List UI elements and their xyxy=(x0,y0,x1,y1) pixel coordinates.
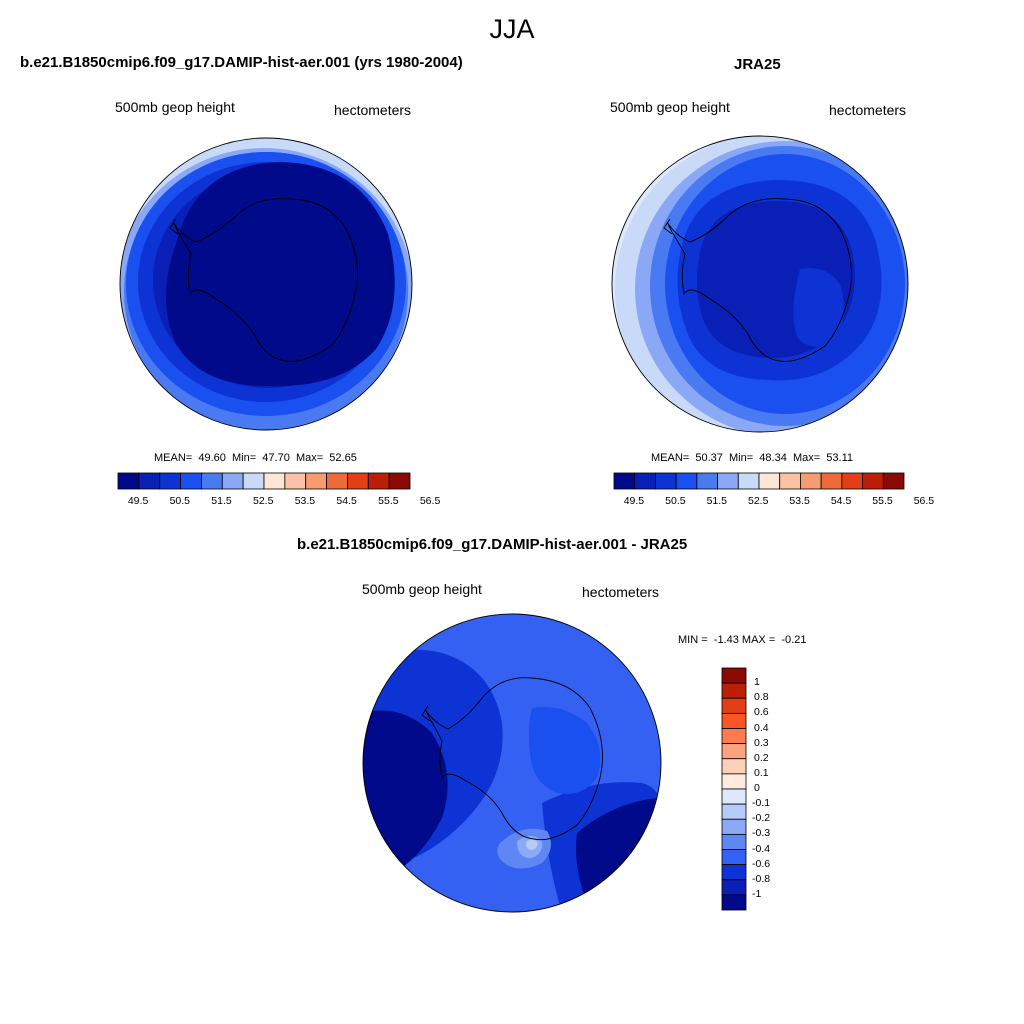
colorbar-tick-label: 52.5 xyxy=(748,495,769,507)
colorbar-swatch xyxy=(841,472,863,490)
colorbar-swatch xyxy=(201,472,223,490)
colorbar-swatch xyxy=(721,712,747,729)
colorbar-swatch xyxy=(721,879,747,896)
model-colorbar xyxy=(117,472,411,490)
colorbar-swatch xyxy=(882,472,905,490)
colorbar-swatch xyxy=(721,894,747,911)
obs-polar-map xyxy=(611,135,909,433)
colorbar-tick-label: 54.5 xyxy=(336,495,357,507)
colorbar-swatch xyxy=(862,472,884,490)
colorbar-swatch xyxy=(779,472,801,490)
colorbar-tick-label: 53.5 xyxy=(789,495,810,507)
colorbar-tick-label: -0.3 xyxy=(752,827,771,840)
colorbar-swatch xyxy=(696,472,718,490)
colorbar-tick-label: 0.4 xyxy=(754,721,769,734)
colorbar-swatch xyxy=(721,849,747,866)
colorbar-tick-label: 53.5 xyxy=(294,495,316,507)
model-units-label: hectometers xyxy=(334,102,412,118)
colorbar-swatch xyxy=(326,472,348,490)
colorbar-swatch xyxy=(634,472,656,490)
colorbar-tick-label: 0.8 xyxy=(754,691,769,704)
colorbar-tick-label: 54.5 xyxy=(830,495,852,507)
colorbar-swatch xyxy=(721,788,747,805)
colorbar-swatch xyxy=(675,472,698,490)
diff-units-label: hectometers xyxy=(582,584,660,600)
colorbar-swatch xyxy=(305,472,327,490)
colorbar-tick-label: 55.5 xyxy=(872,495,893,507)
colorbar-tick-label: 49.5 xyxy=(127,495,149,507)
colorbar-swatch xyxy=(721,818,747,835)
obs-panel-title: JRA25 xyxy=(734,56,781,73)
model-variable-label: 500mb geop height xyxy=(115,99,235,115)
model-stats: MEAN= 49.60 Min= 47.70 Max= 52.65 xyxy=(154,452,357,464)
colorbar-swatch xyxy=(721,682,747,699)
colorbar-tick-label: -0.8 xyxy=(752,872,771,885)
colorbar-tick-label: 0 xyxy=(754,782,760,794)
colorbar-tick-label: -0.6 xyxy=(752,857,771,870)
colorbar-tick-label: 0.6 xyxy=(754,706,769,719)
diff-stats: MIN = -1.43 MAX = -0.21 xyxy=(678,634,807,646)
colorbar-tick-label: 51.5 xyxy=(211,495,232,507)
colorbar-tick-label: 55.5 xyxy=(378,495,399,507)
colorbar-tick-label: 0.1 xyxy=(754,766,769,779)
colorbar-tick-label: 52.5 xyxy=(253,495,274,507)
obs-units-label: hectometers xyxy=(829,102,907,118)
colorbar-swatch xyxy=(820,472,843,490)
colorbar-swatch xyxy=(721,833,747,850)
colorbar-swatch xyxy=(138,472,161,490)
colorbar-tick-label: 56.5 xyxy=(913,495,935,507)
colorbar-swatch xyxy=(721,697,747,714)
colorbar-tick-label: 49.5 xyxy=(623,495,645,507)
colorbar-tick-label: 50.5 xyxy=(169,495,190,507)
colorbar-swatch xyxy=(347,472,369,490)
obs-variable-label: 500mb geop height xyxy=(610,99,730,115)
obs-stats: MEAN= 50.37 Min= 48.34 Max= 53.11 xyxy=(651,452,853,464)
colorbar-swatch xyxy=(721,728,747,745)
colorbar-swatch xyxy=(721,758,747,775)
colorbar-tick-label: -0.4 xyxy=(752,842,771,855)
colorbar-tick-label: -0.2 xyxy=(752,812,771,825)
diff-panel-title: b.e21.B1850cmip6.f09_g17.DAMIP-hist-aer.… xyxy=(297,536,688,553)
model-polar-map xyxy=(119,137,413,431)
colorbar-swatch xyxy=(721,864,747,881)
colorbar-swatch xyxy=(388,472,411,490)
colorbar-swatch xyxy=(284,472,307,490)
colorbar-swatch xyxy=(800,472,822,490)
colorbar-tick-label: 51.5 xyxy=(706,495,727,507)
colorbar-swatch xyxy=(242,472,265,490)
colorbar-swatch xyxy=(721,773,747,790)
colorbar-swatch xyxy=(717,472,739,490)
colorbar-swatch xyxy=(721,803,747,820)
colorbar-tick-label: 0.3 xyxy=(754,736,769,749)
colorbar-swatch xyxy=(159,472,181,490)
colorbar-tick-label: 1 xyxy=(754,676,760,689)
diff-variable-label: 500mb geop height xyxy=(362,581,482,597)
obs-colorbar xyxy=(613,472,905,490)
model-panel-title: b.e21.B1850cmip6.f09_g17.DAMIP-hist-aer.… xyxy=(20,54,463,71)
colorbar-tick-label: 0.2 xyxy=(754,751,769,764)
colorbar-swatch xyxy=(367,472,390,490)
diff-colorbar xyxy=(721,667,747,911)
colorbar-swatch xyxy=(721,743,747,760)
colorbar-swatch xyxy=(655,472,677,490)
colorbar-swatch xyxy=(180,472,202,490)
colorbar-tick-label: -1 xyxy=(752,887,762,900)
colorbar-tick-label: 50.5 xyxy=(665,495,686,507)
colorbar-swatch xyxy=(758,472,781,490)
page-title: JJA xyxy=(489,14,535,44)
colorbar-swatch xyxy=(221,472,244,490)
colorbar-swatch xyxy=(721,667,747,684)
colorbar-swatch xyxy=(117,472,140,490)
diff-polar-map xyxy=(362,613,662,913)
colorbar-tick-label: -0.1 xyxy=(752,797,771,810)
colorbar-swatch xyxy=(737,472,760,490)
colorbar-swatch xyxy=(613,472,636,490)
colorbar-swatch xyxy=(263,472,286,490)
colorbar-tick-label: 56.5 xyxy=(419,495,441,507)
